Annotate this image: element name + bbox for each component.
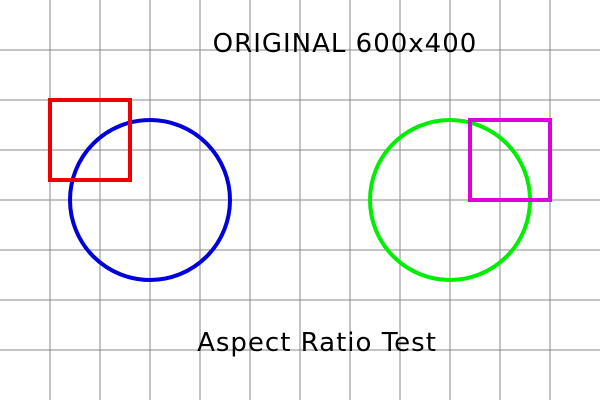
right-square xyxy=(468,118,552,202)
left-circle xyxy=(68,118,232,282)
left-square xyxy=(48,98,132,182)
caption-text: Aspect Ratio Test xyxy=(197,328,437,358)
title-text: ORIGINAL 600x400 xyxy=(213,29,478,59)
